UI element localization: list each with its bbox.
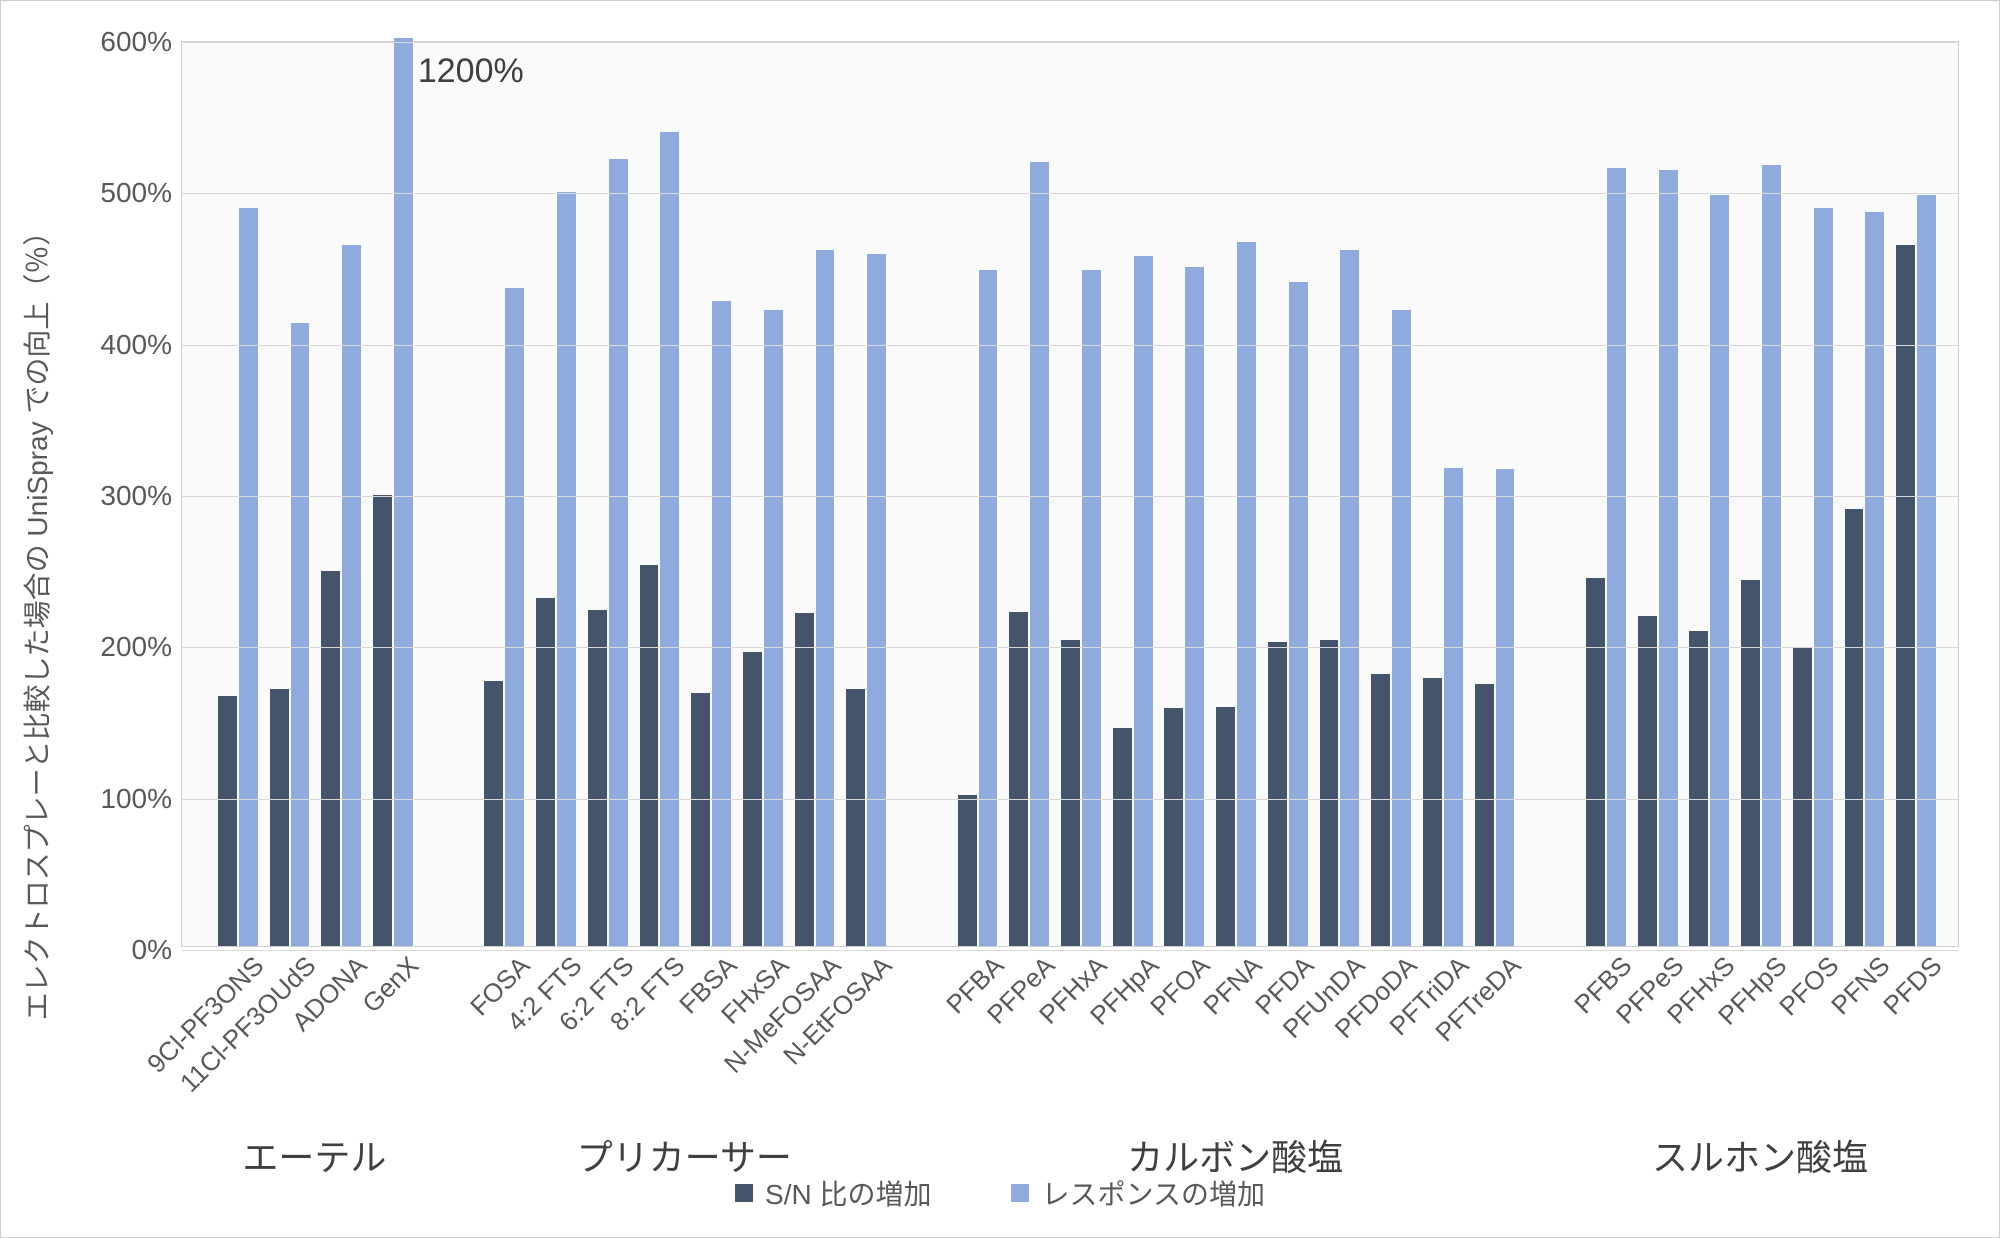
bar-resp bbox=[1444, 468, 1463, 946]
bar-resp bbox=[816, 250, 835, 946]
bar-sn bbox=[1061, 640, 1080, 946]
bar-resp bbox=[1710, 195, 1729, 946]
x-tick-label: GenX bbox=[352, 946, 425, 1019]
bar-sn bbox=[795, 613, 814, 946]
bar-resp bbox=[239, 208, 258, 947]
group-label: スルホン酸塩 bbox=[1652, 1129, 1868, 1181]
grid-line bbox=[182, 950, 1958, 951]
bar-resp bbox=[1496, 469, 1515, 946]
bar-resp bbox=[1030, 162, 1049, 946]
bar-resp bbox=[1134, 256, 1153, 946]
group-label: プリカーサー bbox=[577, 1129, 792, 1181]
bar-sn bbox=[1896, 245, 1915, 946]
bar-resp bbox=[1659, 170, 1678, 946]
y-tick-label: 500% bbox=[100, 177, 182, 209]
bar-resp bbox=[1289, 282, 1308, 946]
bar-sn bbox=[1638, 616, 1657, 946]
bar-resp bbox=[1237, 242, 1256, 946]
bar-sn bbox=[1009, 612, 1028, 946]
y-tick-label: 0% bbox=[132, 934, 182, 966]
bar-sn bbox=[1423, 678, 1442, 946]
bar-resp bbox=[764, 310, 783, 946]
bar-sn bbox=[218, 696, 237, 946]
bar-resp bbox=[660, 132, 679, 946]
bar-resp bbox=[342, 245, 361, 946]
bar-sn bbox=[640, 565, 659, 946]
bar-resp bbox=[1865, 212, 1884, 946]
bar-resp bbox=[609, 159, 628, 946]
bar-resp bbox=[1392, 310, 1411, 946]
bar-resp bbox=[1917, 195, 1936, 946]
grid-line bbox=[182, 345, 1958, 346]
y-tick-label: 400% bbox=[100, 329, 182, 361]
grid-line bbox=[182, 496, 1958, 497]
bar-resp bbox=[867, 254, 886, 946]
plot-area: 0%100%200%300%400%500%600%9Cl-PF3ONS11Cl… bbox=[181, 41, 1959, 947]
bar-sn bbox=[1164, 708, 1183, 946]
legend-swatch bbox=[1012, 1184, 1030, 1202]
bar-resp bbox=[1814, 208, 1833, 947]
bar-resp bbox=[1762, 165, 1781, 946]
bar-resp bbox=[712, 301, 731, 946]
bar-sn bbox=[691, 693, 710, 946]
bar-sn bbox=[484, 681, 503, 946]
bar-sn bbox=[1845, 509, 1864, 946]
bar-sn bbox=[536, 598, 555, 946]
bar-resp bbox=[1340, 250, 1359, 946]
group-label: カルボン酸塩 bbox=[1127, 1129, 1343, 1181]
x-tick-label: PFDS bbox=[1873, 946, 1948, 1021]
bar-resp bbox=[979, 270, 998, 946]
bars-layer bbox=[182, 42, 1958, 946]
bar-sn bbox=[270, 689, 289, 946]
y-axis-title: エレクトロスプレーと比較した場合の UniSpray での向上（％） bbox=[16, 218, 56, 1021]
bar-sn bbox=[1268, 642, 1287, 946]
y-tick-label: 600% bbox=[100, 26, 182, 58]
bar-sn bbox=[373, 495, 392, 946]
grid-line bbox=[182, 193, 1958, 194]
bar-resp bbox=[1082, 270, 1101, 946]
bar-resp bbox=[1185, 267, 1204, 946]
bar-sn bbox=[1793, 648, 1812, 946]
bar-sn bbox=[1741, 580, 1760, 946]
group-label: エーテル bbox=[242, 1129, 386, 1181]
grid-line bbox=[182, 42, 1958, 43]
bar-resp bbox=[394, 38, 413, 946]
bar-resp bbox=[291, 323, 310, 946]
grid-line bbox=[182, 799, 1958, 800]
legend-swatch bbox=[735, 1184, 753, 1202]
bar-sn bbox=[1586, 578, 1605, 946]
bar-resp bbox=[1607, 168, 1626, 946]
bar-resp bbox=[505, 288, 524, 946]
bar-sn bbox=[1216, 707, 1235, 946]
annotation: 1200% bbox=[418, 52, 524, 91]
grid-line bbox=[182, 647, 1958, 648]
bar-sn bbox=[958, 795, 977, 946]
bar-sn bbox=[1320, 640, 1339, 946]
bar-sn bbox=[1475, 684, 1494, 946]
y-tick-label: 200% bbox=[100, 631, 182, 663]
bar-sn bbox=[588, 610, 607, 946]
bar-sn bbox=[846, 689, 865, 946]
bar-sn bbox=[321, 571, 340, 946]
y-tick-label: 100% bbox=[100, 783, 182, 815]
bar-sn bbox=[1371, 674, 1390, 946]
bar-resp bbox=[557, 192, 576, 946]
y-tick-label: 300% bbox=[100, 480, 182, 512]
bar-sn bbox=[1689, 631, 1708, 946]
chart-container: エレクトロスプレーと比較した場合の UniSpray での向上（％） 0%100… bbox=[0, 0, 2000, 1238]
bar-sn bbox=[1113, 728, 1132, 946]
